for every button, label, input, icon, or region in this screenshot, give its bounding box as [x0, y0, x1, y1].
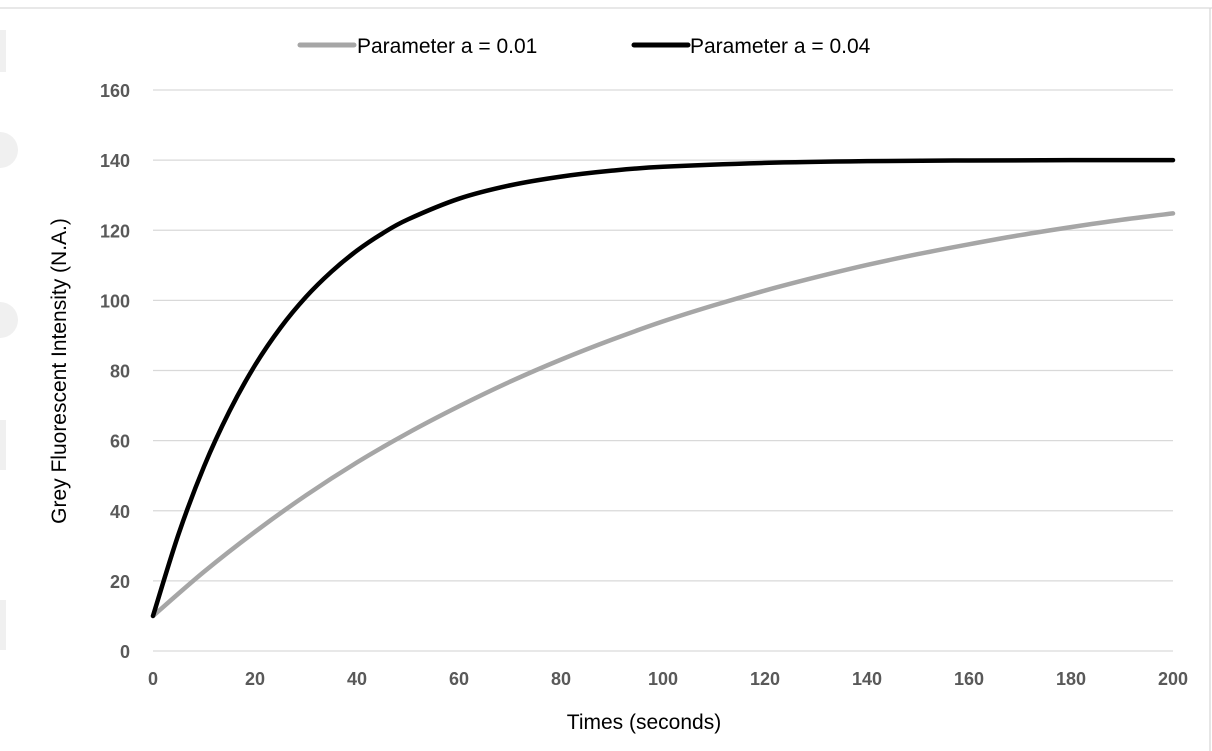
x-tick-label-60: 60 — [449, 669, 469, 689]
series-line-a-004 — [150, 157, 1176, 619]
y-tick-label-0: 0 — [120, 642, 130, 662]
x-tick-label-100: 100 — [648, 669, 678, 689]
bg-fragment-5 — [0, 600, 6, 650]
gridlines — [153, 89, 1173, 652]
bg-fragment-4 — [0, 420, 6, 470]
x-tick-label-40: 40 — [347, 669, 367, 689]
y-tick-label-60: 60 — [110, 432, 130, 452]
bg-fragment-2 — [0, 132, 18, 168]
x-tick-label-80: 80 — [551, 669, 571, 689]
x-tick-label-160: 160 — [954, 669, 984, 689]
x-tick-label-140: 140 — [852, 669, 882, 689]
legend-label-a-004: Parameter a = 0.04 — [690, 35, 871, 58]
y-tick-label-160: 160 — [100, 81, 130, 101]
y-axis-title: Grey Fluorescent Intensity (N.A.) — [48, 218, 71, 524]
x-axis-title: Times (seconds) — [567, 711, 721, 734]
series-layer — [150, 157, 1176, 619]
x-tick-label-0: 0 — [148, 669, 158, 689]
x-tick-label-200: 200 — [1158, 669, 1188, 689]
x-tick-label-20: 20 — [245, 669, 265, 689]
legend-label-a-001: Parameter a = 0.01 — [357, 35, 537, 58]
x-tick-label-120: 120 — [750, 669, 780, 689]
y-tick-label-20: 20 — [110, 572, 130, 592]
background-fragments — [0, 30, 18, 650]
y-tick-label-100: 100 — [100, 291, 130, 311]
y-tick-label-140: 140 — [100, 151, 130, 171]
y-tick-label-80: 80 — [110, 362, 130, 382]
legend: Parameter a = 0.01 Parameter a = 0.04 — [297, 35, 871, 58]
bg-fragment-1 — [0, 30, 6, 72]
bg-fragment-3 — [0, 302, 18, 338]
series-line-a-001 — [150, 211, 1176, 619]
x-axis-ticks: 0 20 40 60 80 100 120 140 160 180 200 — [148, 669, 1188, 689]
y-tick-label-120: 120 — [100, 221, 130, 241]
x-tick-label-180: 180 — [1056, 669, 1086, 689]
y-axis-ticks: 0 20 40 60 80 100 120 140 160 — [100, 81, 130, 662]
y-tick-label-40: 40 — [110, 502, 130, 522]
